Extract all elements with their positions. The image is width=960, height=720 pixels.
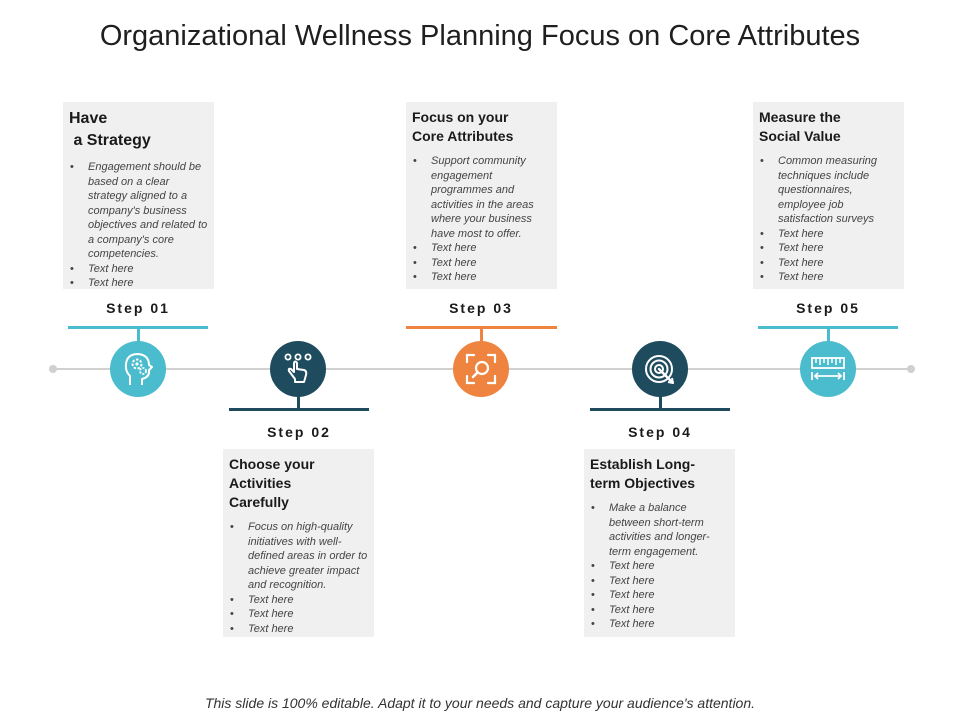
bullet: Text here [590, 574, 729, 589]
step-04-bullets: Make a balance between short-term activi… [590, 501, 729, 632]
target-arrow-icon [645, 355, 674, 384]
step-05-heading: Measure the Social Value [759, 108, 898, 146]
bullet: Text here [759, 241, 898, 256]
step-04-card: Establish Long-term Objectives Make a ba… [584, 449, 735, 637]
step-01-stem [137, 326, 140, 342]
step-03-bullets: Support community engagement programmes … [412, 154, 551, 285]
step-02-stem [297, 396, 300, 410]
bullet: Common measuring techniques include ques… [759, 154, 898, 227]
step-02-heading: Choose your Activities Carefully [229, 455, 368, 512]
step-01-label: Step 01 [106, 300, 170, 316]
step-03-stem [480, 326, 483, 342]
step-04-icon-circle [632, 341, 688, 397]
step-03-heading-line: Core Attributes [412, 128, 514, 144]
step-05-heading-line: Social Value [759, 128, 841, 144]
ruler-measure-icon [811, 357, 845, 380]
step-04-heading-line: Establish Long- [590, 456, 695, 472]
step-03-card: Focus on your Core Attributes Support com… [406, 102, 557, 289]
step-03-heading-line: Focus on your [412, 109, 509, 125]
bullet: Text here [412, 256, 551, 271]
step-04-heading-line: term Objectives [590, 475, 696, 491]
bullet: Text here [69, 262, 208, 277]
step-05-stem [827, 326, 830, 342]
bullet: Text here [590, 559, 729, 574]
step-03-label: Step 03 [449, 300, 513, 316]
step-04-label: Step 04 [628, 424, 692, 440]
bullet: Support community engagement programmes … [412, 154, 551, 241]
slide-title: Organizational Wellness Planning Focus o… [99, 20, 861, 52]
step-02-bullets: Focus on high-quality initiatives with w… [229, 520, 368, 636]
step-05-heading-line: Measure the [759, 109, 841, 125]
slide-footer-note: This slide is 100% editable. Adapt it to… [204, 695, 756, 711]
bullet: Engagement should be based on a clear st… [69, 160, 208, 262]
step-05-icon-circle [800, 341, 856, 397]
bullet: Text here [759, 256, 898, 271]
step-04-heading: Establish Long-term Objectives [590, 455, 729, 493]
step-01-bullets: Engagement should be based on a clear st… [69, 160, 208, 291]
step-02-icon-circle [270, 341, 326, 397]
bullet: Make a balance between short-term activi… [590, 501, 729, 559]
step-05-card: Measure the Social Value Common measuring… [753, 102, 904, 289]
step-02-heading-line: Choose your [229, 456, 315, 472]
step-01-card: Have a Strategy Engagement should be bas… [63, 102, 214, 291]
step-03-icon-circle [453, 341, 509, 397]
bullet: Text here [229, 622, 368, 637]
step-03-heading: Focus on your Core Attributes [412, 108, 551, 146]
step-05-bullets: Common measuring techniques include ques… [759, 154, 898, 285]
timeline-start-dot [49, 365, 57, 373]
step-04-bar [590, 408, 730, 411]
step-02-bar [229, 408, 369, 411]
timeline-end-dot [907, 365, 915, 373]
bullet: Text here [412, 241, 551, 256]
bullet: Text here [759, 227, 898, 242]
hand-pointer-icon [284, 353, 312, 383]
step-02-card: Choose your Activities Carefully Focus on … [223, 449, 374, 637]
bullet: Text here [590, 588, 729, 603]
step-02-heading-line: Carefully [229, 494, 289, 510]
step-05-label: Step 05 [796, 300, 860, 316]
bullet: Text here [412, 270, 551, 285]
step-01-icon-circle [110, 341, 166, 397]
bullet: Text here [590, 617, 729, 632]
step-01-heading-line: Have [69, 110, 108, 127]
bullet: Text here [590, 603, 729, 618]
step-02-label: Step 02 [267, 424, 331, 440]
head-gears-icon [124, 353, 153, 385]
bullet: Focus on high-quality initiatives with w… [229, 520, 368, 593]
bullet: Text here [69, 276, 208, 291]
bullet: Text here [759, 270, 898, 285]
step-01-heading-line: a Strategy [69, 132, 151, 149]
step-01-heading: Have a Strategy [69, 108, 208, 152]
focus-search-icon [465, 353, 497, 385]
bullet: Text here [229, 593, 368, 608]
step-02-heading-line: Activities [229, 475, 292, 491]
step-04-stem [659, 396, 662, 410]
bullet: Text here [229, 607, 368, 622]
